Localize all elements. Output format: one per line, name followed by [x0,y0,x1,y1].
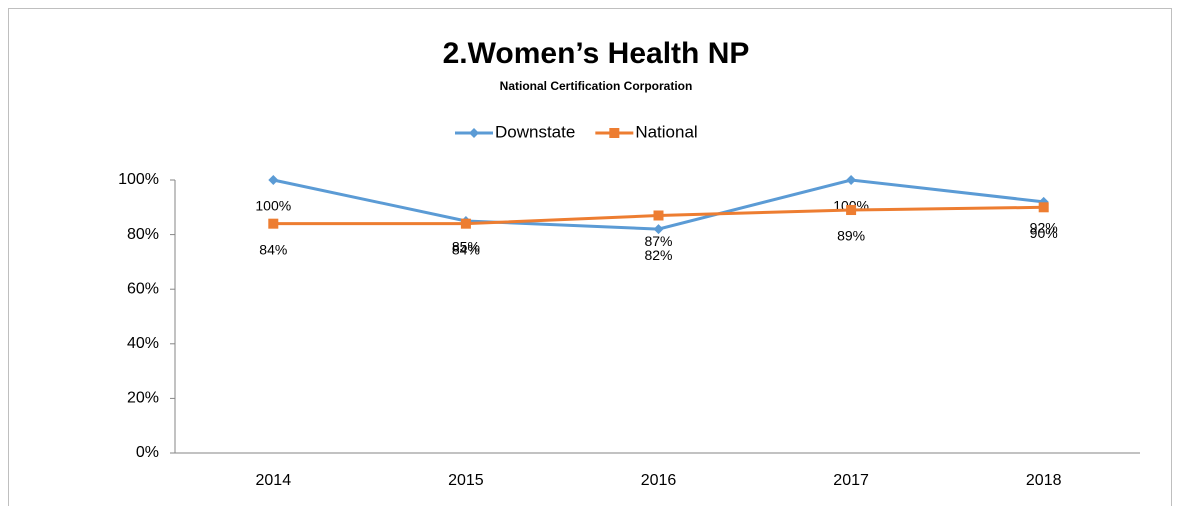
y-tick-label: 0% [136,444,159,461]
y-tick-label: 40% [127,335,159,352]
legend-marker [469,128,479,138]
chart-subtitle: National Certification Corporation [500,79,693,93]
chart-title: 2.Women’s Health NP [443,37,750,70]
marker [846,205,857,216]
marker [846,175,857,185]
data-label: 84% [452,241,480,257]
x-tick-label: 2017 [833,472,869,489]
data-label: 84% [259,241,287,257]
data-label: 89% [837,228,865,244]
legend-label: National [635,122,697,141]
x-tick-label: 2014 [256,472,292,489]
chart-border [8,8,1172,506]
marker [653,210,664,221]
data-label: 85% [452,239,480,255]
marker [268,218,279,229]
line [272,178,1044,231]
legend-label: Downstate [495,122,575,141]
data-label: 87% [644,233,672,249]
y-tick-label: 20% [127,390,159,407]
data-label: 90% [1030,225,1058,241]
marker [460,218,471,229]
y-tick-label: 100% [118,171,159,188]
x-tick-label: 2018 [1026,472,1062,489]
x-tick-label: 2016 [641,472,677,489]
marker [268,175,279,185]
marker [1038,202,1049,213]
data-label: 92% [1030,220,1058,236]
y-tick-label: 60% [127,280,159,297]
data-label: 100% [255,198,291,214]
marker [653,224,664,235]
legend-marker [609,128,620,138]
data-label: 82% [644,247,672,263]
x-tick-label: 2015 [448,472,484,489]
y-tick-label: 80% [127,226,159,243]
